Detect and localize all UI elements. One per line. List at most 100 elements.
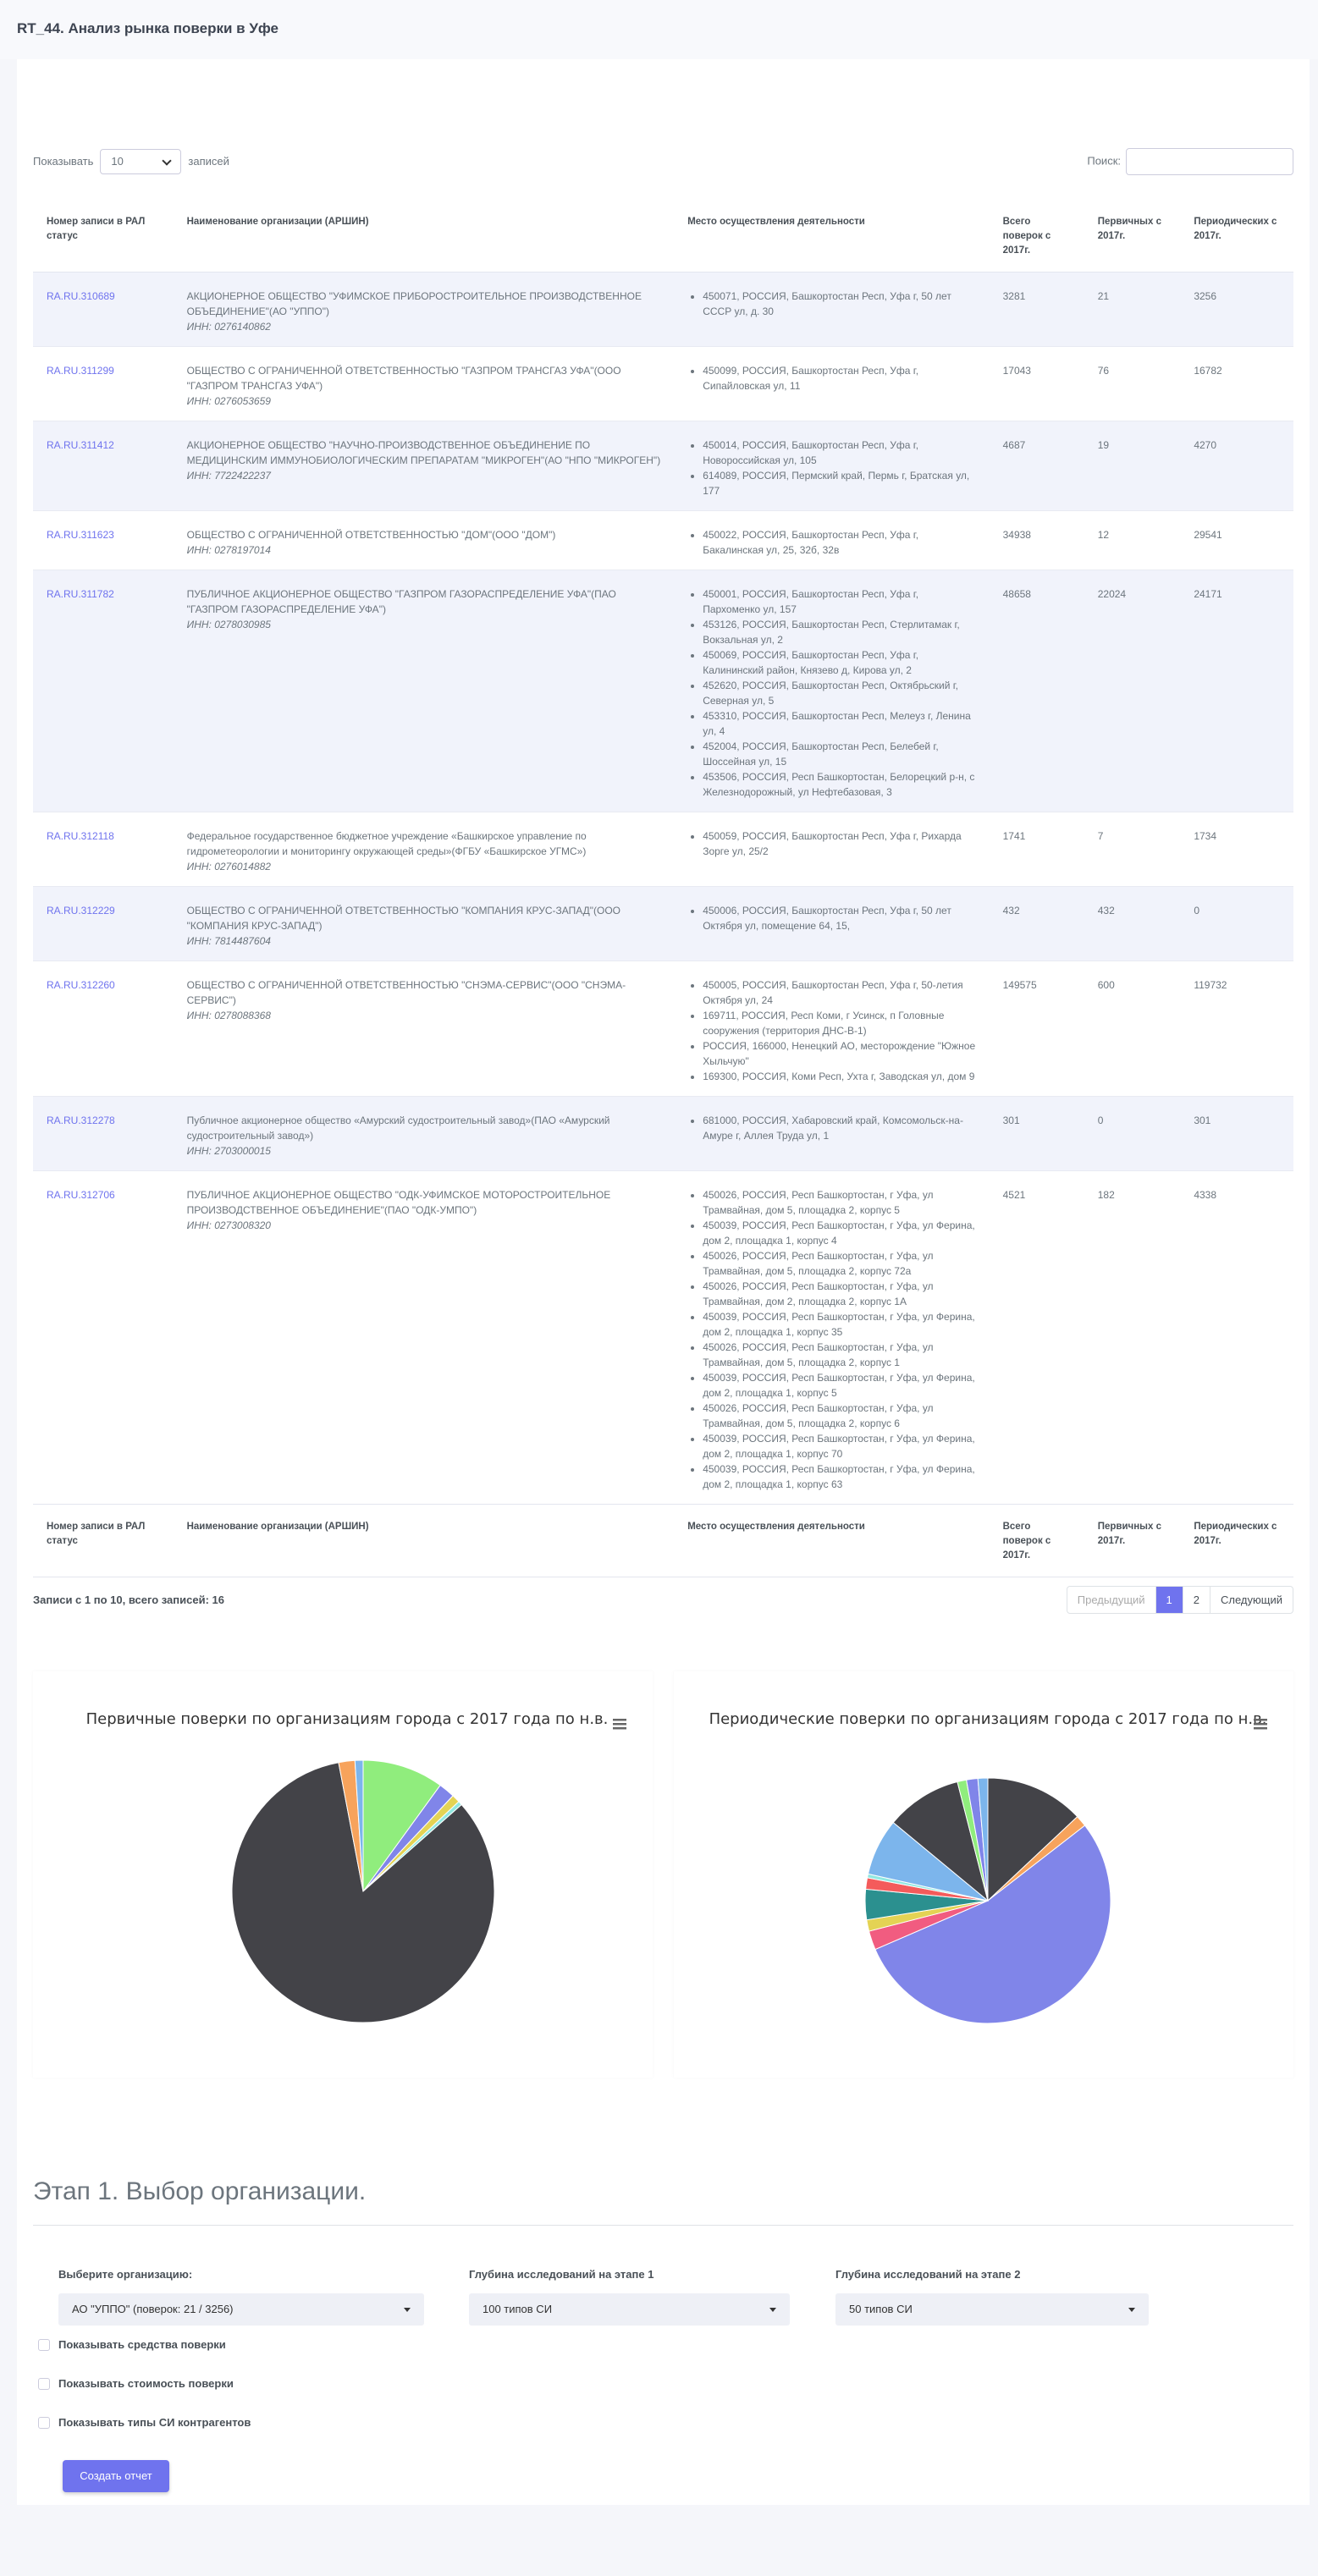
table-bottom: Записи с 1 по 10, всего записей: 16 Пред… [33,1577,1293,1629]
org-inn: ИНН: 0276014882 [186,861,271,872]
address: 453506, РОССИЯ, Респ Башкортостан, Белор… [703,769,975,800]
org-label: Выберите организацию: [58,2268,193,2281]
address: 452620, РОССИЯ, Башкортостан Респ, Октяб… [703,678,975,708]
org-name: Публичное акционерное общество «Амурский… [186,1115,610,1142]
chart-title: Периодические поверки по организациям го… [709,1710,1267,1728]
cell-periodic: 1734 [1180,812,1293,887]
length-select[interactable]: 10 [100,149,182,174]
org-name: ОБЩЕСТВО С ОГРАНИЧЕННОЙ ОТВЕТСТВЕННОСТЬЮ… [186,365,621,392]
address: 450026, РОССИЯ, Респ Башкортостан, г Уфа… [703,1187,975,1218]
cell-org: АКЦИОНЕРНОЕ ОБЩЕСТВО "УФИМСКОЕ ПРИБОРОСТ… [173,272,675,347]
record-link[interactable]: RA.RU.312706 [47,1189,115,1201]
stage-title: Этап 1. Выбор организации. [33,2177,1293,2226]
column-header[interactable]: Всего поверок с 2017г. [989,200,1084,272]
cell-id: RA.RU.312260 [33,960,174,1097]
checkbox[interactable] [38,2338,50,2351]
column-header[interactable]: Периодических с 2017г. [1180,200,1293,272]
cell-id: RA.RU.311299 [33,346,174,421]
menu-icon [1254,1727,1267,1730]
address: 169300, РОССИЯ, Коми Респ, Ухта г, Завод… [703,1069,975,1084]
cell-periodic: 29541 [1180,510,1293,570]
address: 450059, РОССИЯ, Башкортостан Респ, Уфа г… [703,828,975,859]
record-link[interactable]: RA.RU.311782 [47,588,114,600]
cell-addresses: 450014, РОССИЯ, Башкортостан Респ, Уфа г… [674,421,990,511]
checkbox[interactable] [38,2377,50,2390]
checkbox-label: Показывать средства поверки [58,2338,226,2351]
cell-periodic: 4338 [1180,1170,1293,1505]
address: 450026, РОССИЯ, Респ Башкортостан, г Уфа… [703,1340,975,1370]
address-list: 681000, РОССИЯ, Хабаровский край, Комсом… [687,1113,975,1143]
record-link[interactable]: RA.RU.310689 [47,290,115,302]
address: 450039, РОССИЯ, Респ Башкортостан, г Уфа… [703,1461,975,1492]
cell-addresses: 450026, РОССИЯ, Респ Башкортостан, г Уфа… [674,1170,990,1505]
cell-total: 17043 [989,346,1084,421]
charts-row: Первичные поверки по организациям города… [33,1671,1293,2078]
create-report-button[interactable]: Создать отчет [63,2460,169,2492]
table-row: RA.RU.311299 ОБЩЕСТВО С ОГРАНИЧЕННОЙ ОТВЕ… [33,346,1293,421]
chart-panel: Первичные поверки по организациям города… [33,1671,653,2078]
org-select[interactable]: АО "УППО" (поверок: 21 / 3256) [58,2293,424,2326]
cell-total: 301 [989,1096,1084,1171]
table-row: RA.RU.311412 АКЦИОНЕРНОЕ ОБЩЕСТВО "НАУЧНО… [33,421,1293,511]
table-row: RA.RU.311623 ОБЩЕСТВО С ОГРАНИЧЕННОЙ ОТВЕ… [33,510,1293,570]
org-name: ОБЩЕСТВО С ОГРАНИЧЕННОЙ ОТВЕТСТВЕННОСТЬЮ… [186,979,626,1006]
pie-slice [977,1777,989,1902]
chart: Первичные поверки по организациям города… [86,1710,626,2023]
address-list: 450059, РОССИЯ, Башкортостан Респ, Уфа г… [687,828,975,859]
cell-total: 4521 [989,1170,1084,1505]
address: 450026, РОССИЯ, Респ Башкортостан, г Уфа… [703,1401,975,1431]
pie-slice [987,1777,1078,1902]
record-link[interactable]: RA.RU.312278 [47,1115,115,1126]
page-button[interactable]: Предыдущий [1077,1593,1145,1606]
menu-icon [1254,1723,1267,1726]
search-control: Поиск: [1087,148,1293,175]
cell-primary: 0 [1084,1096,1181,1171]
table-row: RA.RU.312260 ОБЩЕСТВО С ОГРАНИЧЕННОЙ ОТВЕ… [33,960,1293,1097]
org-inn: ИНН: 0276140862 [186,321,271,333]
checkbox-label: Показывать типы СИ контрагентов [58,2416,251,2429]
address: 450005, РОССИЯ, Башкортостан Респ, Уфа г… [703,977,975,1008]
length-control: Показывать 10 записей [33,149,229,174]
checkbox-row[interactable]: Показывать стоимость поверки [38,2377,234,2390]
column-header[interactable]: Место осуществления деятельности [674,200,990,272]
checkbox-row[interactable]: Показывать средства поверки [38,2338,226,2351]
record-link[interactable]: RA.RU.312260 [47,979,115,991]
checkbox[interactable] [38,2416,50,2429]
record-link[interactable]: RA.RU.311299 [47,365,114,377]
search-input[interactable] [1126,148,1293,175]
org-inn: ИНН: 0278197014 [186,544,271,556]
column-header[interactable]: Первичных с 2017г. [1084,200,1181,272]
address-list: 450014, РОССИЯ, Башкортостан Респ, Уфа г… [687,438,975,498]
table-row: RA.RU.312706 ПУБЛИЧНОЕ АКЦИОНЕРНОЕ ОБЩЕСТ… [33,1170,1293,1505]
column-header[interactable]: Наименование организации (АРШИН) [173,200,675,272]
column-header: Наименование организации (АРШИН) [173,1504,675,1577]
menu-icon [1254,1719,1267,1721]
record-link[interactable]: RA.RU.311412 [47,439,114,451]
cell-total: 1741 [989,812,1084,887]
record-link[interactable]: RA.RU.312229 [47,905,115,916]
cell-org: ПУБЛИЧНОЕ АКЦИОНЕРНОЕ ОБЩЕСТВО "ГАЗПРОМ … [173,570,675,812]
address: РОССИЯ, 166000, Ненецкий АО, месторожден… [703,1038,975,1069]
page-button[interactable]: 1 [1155,1587,1183,1613]
checkbox-label: Показывать стоимость поверки [58,2377,234,2390]
page-button[interactable]: 2 [1182,1587,1210,1613]
record-link[interactable]: RA.RU.311623 [47,529,114,541]
address: 450026, РОССИЯ, Респ Башкортостан, г Уфа… [703,1248,975,1279]
depth2-select[interactable]: 50 типов СИ [835,2293,1149,2326]
checkbox-row[interactable]: Показывать типы СИ контрагентов [38,2416,251,2429]
cell-id: RA.RU.311623 [33,510,174,570]
cell-primary: 182 [1084,1170,1181,1505]
address-list: 450071, РОССИЯ, Башкортостан Респ, Уфа г… [687,289,975,319]
org-name: ПУБЛИЧНОЕ АКЦИОНЕРНОЕ ОБЩЕСТВО "ГАЗПРОМ … [186,588,616,615]
address: 450039, РОССИЯ, Респ Башкортостан, г Уфа… [703,1218,975,1248]
cell-org: Федеральное государственное бюджетное уч… [173,812,675,887]
cell-id: RA.RU.312278 [33,1096,174,1171]
record-link[interactable]: RA.RU.312118 [47,830,114,842]
address-list: 450099, РОССИЯ, Башкортостан Респ, Уфа г… [687,363,975,394]
depth1-select[interactable]: 100 типов СИ [469,2293,790,2326]
cell-periodic: 3256 [1180,272,1293,347]
pagination: Предыдущий 1 2 Следующий [1066,1586,1293,1614]
page-button[interactable]: Следующий [1210,1587,1293,1613]
column-header[interactable]: Номер записи в РАЛ статус [33,200,174,272]
